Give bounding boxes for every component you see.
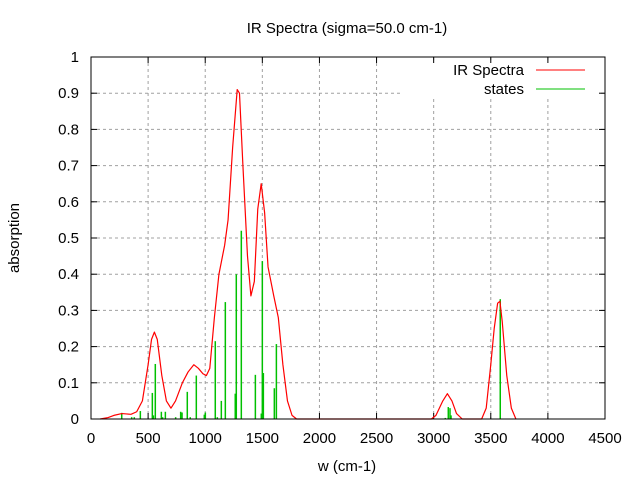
y-tick-label: 0.6 <box>58 194 79 211</box>
ir-spectra-line <box>100 90 516 419</box>
x-tick-label: 1500 <box>246 430 279 447</box>
x-tick-label: 4000 <box>531 430 564 447</box>
x-axis-label: w (cm-1) <box>317 458 376 475</box>
plot-series <box>100 90 516 419</box>
x-tick-label: 4500 <box>588 430 621 447</box>
y-tick-label: 0.7 <box>58 158 79 175</box>
y-tick-label: 0.1 <box>58 375 79 392</box>
legend-label-states: states <box>484 81 524 98</box>
y-tick-label: 0.8 <box>58 121 79 138</box>
axis-ticks: 0 0.1 0.2 0.3 0.4 0.5 0.6 0.7 0.8 0.9 1 0 500 1000 150… <box>58 49 622 447</box>
grid <box>91 57 605 419</box>
legend-label-ir-spectra: IR Spectra <box>453 62 525 79</box>
y-tick-label: 0.9 <box>58 85 79 102</box>
chart-title: IR Spectra (sigma=50.0 cm-1) <box>247 20 448 37</box>
x-tick-label: 0 <box>87 430 95 447</box>
x-tick-label: 3000 <box>417 430 450 447</box>
y-tick-label: 0.3 <box>58 302 79 319</box>
x-tick-label: 1000 <box>189 430 222 447</box>
y-tick-label: 1 <box>71 49 79 66</box>
y-axis-label: absorption <box>6 203 23 273</box>
x-tick-label: 3500 <box>474 430 507 447</box>
y-tick-label: 0.2 <box>58 339 79 356</box>
x-tick-label: 500 <box>136 430 161 447</box>
y-tick-label: 0 <box>71 411 79 428</box>
y-tick-label: 0.5 <box>58 230 79 247</box>
plot-frame <box>91 57 605 419</box>
x-tick-label: 2000 <box>303 430 336 447</box>
y-tick-label: 0.4 <box>58 266 79 283</box>
x-tick-label: 2500 <box>360 430 393 447</box>
